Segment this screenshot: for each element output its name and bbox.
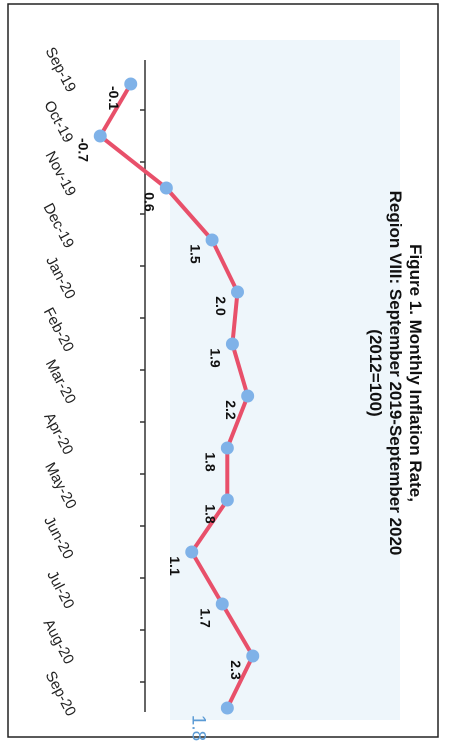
data-label: 1.9: [208, 348, 224, 368]
data-label: 0.6: [142, 192, 158, 212]
data-labels: -0.1 -0.7 0.6 1.5 2.0 1.9 2.2 1.8 1.8 1.1 1.7 2.3 1.…: [76, 86, 245, 741]
data-point: [220, 493, 234, 507]
data-label: -0.1: [106, 86, 122, 110]
data-label: 1.1: [167, 556, 183, 576]
chart-title-line-1: Figure 1. Monthly Inflation Rate,: [406, 244, 425, 502]
data-label: 1.8: [203, 504, 219, 524]
data-point: [159, 181, 173, 195]
data-point: [220, 441, 234, 455]
category-axis-ticks: [140, 109, 145, 683]
chart-border: [7, 3, 439, 738]
chart-title-line-2: Region VIII: September 2019-September 20…: [386, 191, 405, 556]
data-point: [205, 233, 219, 247]
data-point: [246, 649, 260, 663]
data-point: [185, 545, 199, 559]
data-label: 2.0: [213, 296, 229, 316]
series-markers: [93, 77, 260, 715]
data-label: 2.2: [223, 400, 239, 420]
data-point: [231, 285, 244, 299]
data-label: 1.8: [203, 452, 219, 472]
data-point: [220, 701, 234, 715]
data-point: [215, 597, 229, 611]
data-label: 1.8: [187, 715, 208, 741]
data-label: 2.3: [228, 660, 244, 680]
data-label: 1.5: [187, 244, 203, 264]
data-point: [93, 129, 107, 143]
data-label: -0.7: [76, 138, 92, 162]
plot-panel-background: [170, 40, 400, 720]
data-point: [225, 337, 239, 351]
data-point: [241, 389, 255, 403]
data-label: 1.7: [198, 608, 214, 628]
chart-title-line-3: (2012=100): [366, 329, 385, 416]
data-point: [124, 77, 138, 91]
chart-title: Figure 1. Monthly Inflation Rate, Region…: [366, 191, 425, 556]
